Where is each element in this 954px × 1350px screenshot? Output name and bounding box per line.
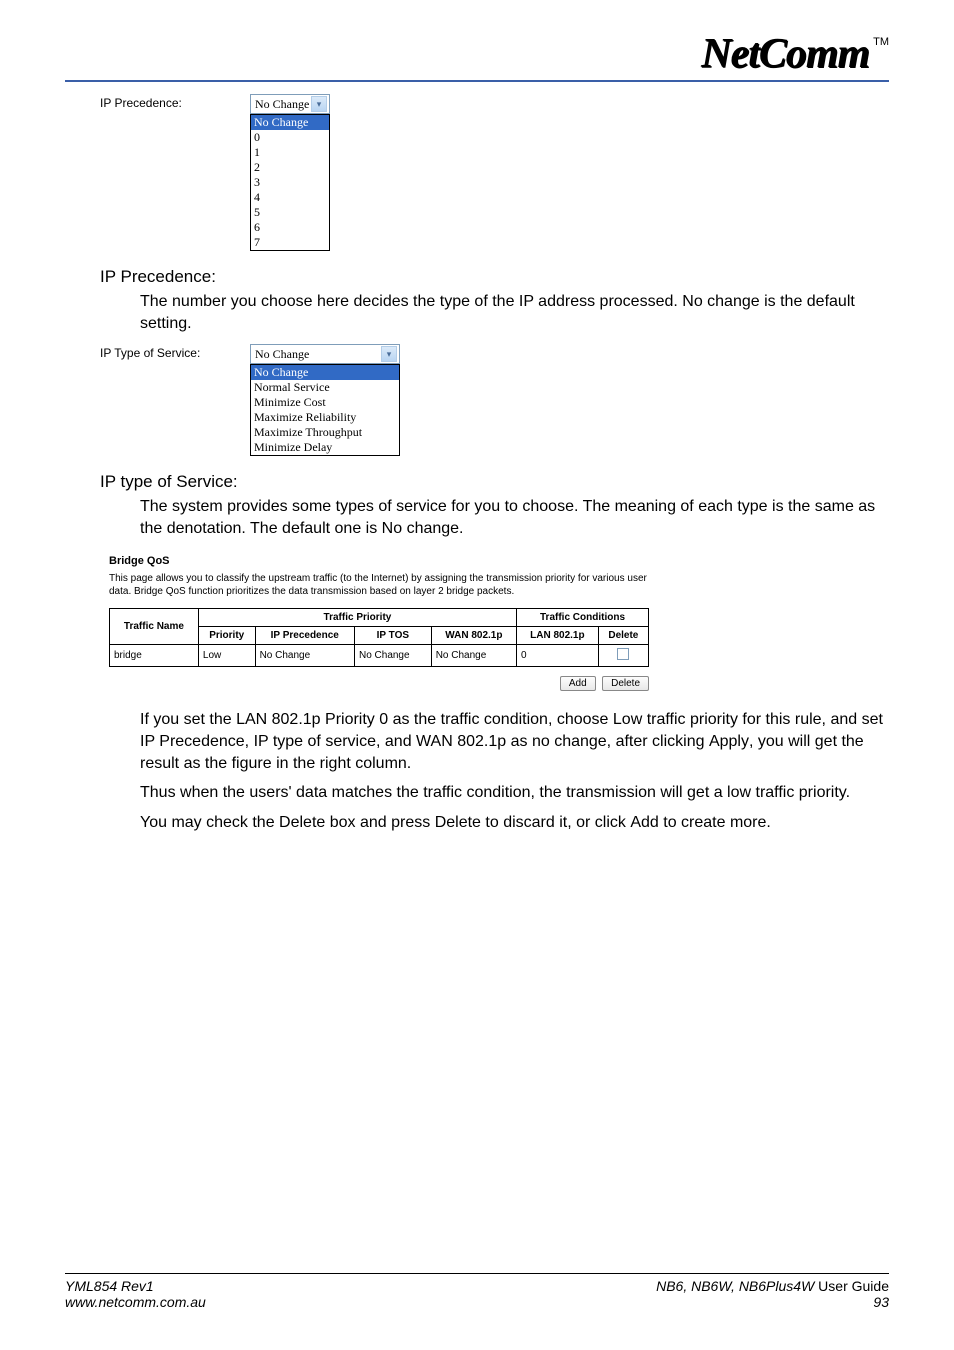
ip-precedence-dropdown[interactable]: No Change 0 1 2 3 4 5 6 7	[250, 114, 330, 251]
footer-page: 93	[656, 1294, 889, 1310]
delete-checkbox[interactable]	[617, 648, 629, 660]
ip-tos-combo-value: No Change	[255, 347, 309, 362]
dropdown-item[interactable]: Maximize Reliability	[251, 410, 399, 425]
chevron-down-icon: ▾	[381, 346, 397, 362]
cell-tos: No Change	[354, 645, 431, 667]
page-footer: YML854 Rev1 www.netcomm.com.au NB6, NB6W…	[65, 1273, 889, 1310]
delete-button[interactable]: Delete	[602, 676, 649, 691]
cell-precedence: No Change	[255, 645, 354, 667]
ip-tos-text: The system provides some types of servic…	[140, 496, 889, 539]
dropdown-item[interactable]: 6	[251, 220, 329, 235]
para-3: You may check the Delete box and press D…	[140, 812, 889, 834]
ip-tos-combo[interactable]: No Change ▾	[250, 344, 400, 364]
ip-tos-label: IP Type of Service:	[100, 344, 250, 360]
dropdown-item[interactable]: Minimize Delay	[251, 440, 399, 455]
bridge-qos-desc: This page allows you to classify the ups…	[109, 573, 669, 598]
ip-tos-field: IP Type of Service: No Change ▾ No Chang…	[100, 344, 889, 456]
para-1: If you set the LAN 802.1p Priority 0 as …	[140, 709, 889, 774]
col-group-conditions: Traffic Conditions	[517, 609, 649, 627]
chevron-down-icon: ▾	[311, 96, 327, 112]
add-button[interactable]: Add	[560, 676, 596, 691]
ip-tos-heading: IP type of Service:	[100, 472, 889, 492]
dropdown-item[interactable]: No Change	[251, 365, 399, 380]
ip-precedence-combo-value: No Change	[255, 97, 309, 112]
ip-precedence-field: IP Precedence: No Change ▾ No Change 0 1…	[100, 94, 889, 251]
footer-rev: YML854 Rev1	[65, 1278, 206, 1294]
brand-tm: TM	[873, 36, 889, 48]
col-group-priority: Traffic Priority	[198, 609, 516, 627]
footer-url: www.netcomm.com.au	[65, 1294, 206, 1310]
cell-priority: Low	[198, 645, 255, 667]
bridge-qos-block: Bridge QoS This page allows you to class…	[109, 555, 669, 691]
dropdown-item[interactable]: 0	[251, 130, 329, 145]
cell-wan: No Change	[431, 645, 516, 667]
header-divider	[65, 80, 889, 82]
col-precedence: IP Precedence	[255, 627, 354, 645]
ip-precedence-heading: IP Precedence:	[100, 267, 889, 287]
brand-logo: NetComm TM	[701, 30, 889, 78]
table-row: bridge Low No Change No Change No Change…	[110, 645, 649, 667]
ip-precedence-label: IP Precedence:	[100, 94, 250, 110]
dropdown-item[interactable]: 7	[251, 235, 329, 250]
footer-product: NB6, NB6W, NB6Plus4W	[656, 1278, 814, 1294]
bridge-qos-title: Bridge QoS	[109, 555, 669, 567]
col-tos: IP TOS	[354, 627, 431, 645]
col-wan: WAN 802.1p	[431, 627, 516, 645]
ip-tos-dropdown[interactable]: No Change Normal Service Minimize Cost M…	[250, 364, 400, 456]
dropdown-item[interactable]: 4	[251, 190, 329, 205]
cell-name: bridge	[110, 645, 199, 667]
cell-delete	[598, 645, 648, 667]
dropdown-item[interactable]: Maximize Throughput	[251, 425, 399, 440]
dropdown-item[interactable]: No Change	[251, 115, 329, 130]
brand-name: NetComm	[701, 30, 869, 78]
cell-lan: 0	[517, 645, 599, 667]
col-traffic-name: Traffic Name	[110, 609, 199, 645]
footer-guide: User Guide	[814, 1278, 889, 1294]
dropdown-item[interactable]: Minimize Cost	[251, 395, 399, 410]
col-delete: Delete	[598, 627, 648, 645]
col-lan: LAN 802.1p	[517, 627, 599, 645]
dropdown-item[interactable]: 5	[251, 205, 329, 220]
dropdown-item[interactable]: 2	[251, 160, 329, 175]
bridge-qos-table: Traffic Name Traffic Priority Traffic Co…	[109, 608, 649, 667]
ip-precedence-text: The number you choose here decides the t…	[140, 291, 889, 334]
dropdown-item[interactable]: 3	[251, 175, 329, 190]
footer-divider	[65, 1273, 889, 1274]
ip-precedence-combo[interactable]: No Change ▾	[250, 94, 330, 114]
para-2: Thus when the users' data matches the tr…	[140, 782, 889, 804]
dropdown-item[interactable]: Normal Service	[251, 380, 399, 395]
dropdown-item[interactable]: 1	[251, 145, 329, 160]
col-priority: Priority	[198, 627, 255, 645]
